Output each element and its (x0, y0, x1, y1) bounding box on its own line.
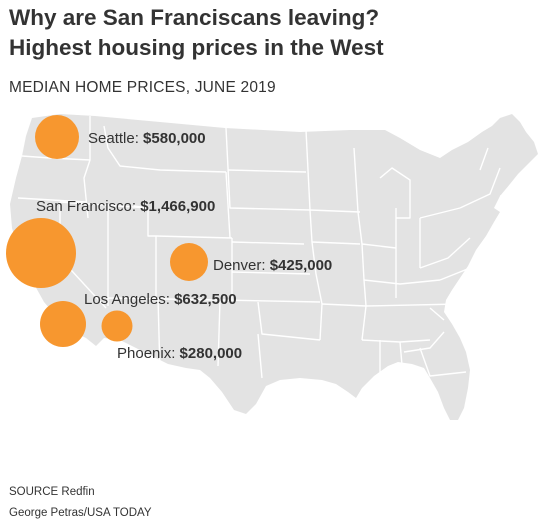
headline-line-1: Why are San Franciscans leaving? (9, 5, 380, 30)
san-francisco-label: San Francisco: $1,466,900 (36, 198, 215, 215)
denver-bubble (170, 243, 208, 281)
headline-line-2: Highest housing prices in the West (9, 35, 384, 60)
denver-label: Denver: $425,000 (213, 257, 332, 274)
us-land-shape (10, 114, 538, 420)
map-subtitle: MEDIAN HOME PRICES, JUNE 2019 (9, 79, 276, 96)
seattle-label: Seattle: $580,000 (88, 130, 206, 147)
us-map-svg: Seattle: $580,000 San Francisco: $1,466,… (6, 114, 538, 420)
credit-line: George Petras/USA TODAY (9, 507, 152, 519)
us-map: Seattle: $580,000 San Francisco: $1,466,… (0, 108, 550, 458)
san-francisco-bubble (6, 218, 76, 288)
headline: Why are San Franciscans leaving? Highest… (9, 3, 539, 63)
city-labels: Seattle: $580,000 San Francisco: $1,466,… (36, 130, 332, 362)
phoenix-label: Phoenix: $280,000 (117, 345, 242, 362)
los-angeles-bubble (40, 301, 86, 347)
source-note: SOURCE Redfin (9, 486, 95, 498)
city-bubbles (6, 115, 208, 347)
seattle-bubble (35, 115, 79, 159)
los-angeles-label: Los Angeles: $632,500 (84, 291, 237, 308)
phoenix-bubble (101, 310, 133, 342)
